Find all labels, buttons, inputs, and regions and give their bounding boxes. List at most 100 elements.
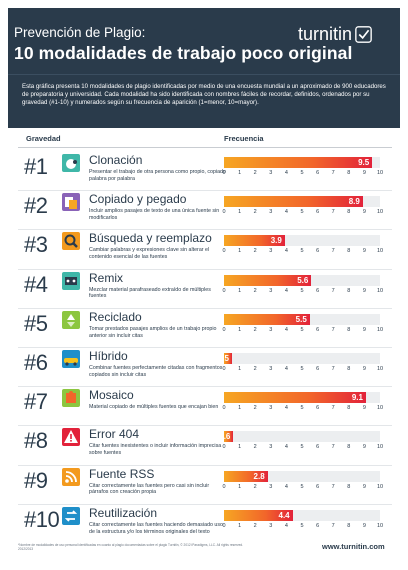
tick-label: 2 [253, 287, 257, 294]
tick-label: 4 [284, 209, 288, 216]
frequency-axis: 0 1 2 3 4 5 6 7 8 9 10 [222, 444, 383, 452]
footer-website-link[interactable]: www.turnitin.com [322, 542, 385, 551]
tick-label: 4 [284, 405, 288, 412]
tick-label: 4 [284, 522, 288, 529]
tick-label: 10 [376, 170, 384, 176]
tick-label: 2 [253, 405, 257, 412]
row-divider [18, 229, 392, 231]
puzzle-icon [62, 389, 80, 408]
tick-label: 7 [331, 405, 335, 412]
frequency-bar-track [224, 509, 380, 521]
tick-label: 5 [300, 248, 304, 255]
frequency-bar-track [224, 353, 380, 364]
tick-label: 1 [238, 287, 242, 294]
tick-label: 1 [238, 248, 242, 255]
tick-label: 7 [331, 209, 335, 216]
frequency-bar-fill: 4.4 [224, 509, 293, 521]
tick-label: 7 [331, 444, 335, 451]
tick-label: 1 [238, 444, 242, 451]
tick-label: 3 [269, 444, 273, 451]
tick-label: 1 [238, 483, 242, 490]
plagiarism-type-title: Fuente RSS [89, 466, 155, 481]
tick-label: 5 [300, 483, 304, 490]
frequency-bar-fill: 9.1 [224, 392, 366, 404]
tick-label: 9 [362, 444, 366, 451]
frequency-axis: 0 1 2 3 4 5 6 7 8 9 10 [222, 248, 383, 256]
severity-rank: #4 [24, 271, 48, 297]
mixer-icon [62, 271, 80, 290]
tick-label: 1 [238, 522, 242, 529]
tick-label: 0 [222, 326, 226, 333]
frequency-bar: 8.9 0 1 2 3 4 5 6 7 8 9 10 [222, 196, 384, 216]
warning-icon [62, 428, 80, 447]
tick-label: 8 [347, 444, 351, 451]
list-item: #9 Fuente RSS Citar correctamente las fu… [18, 466, 392, 505]
tick-label: 0 [222, 522, 226, 529]
tick-label: 10 [376, 209, 384, 216]
tick-label: 2 [253, 248, 257, 255]
tick-label: 9 [362, 326, 366, 333]
plagiarism-type-description: Material copiado de múltiples fuentes qu… [89, 404, 219, 411]
frequency-value: .5 [222, 354, 229, 363]
tick-label: 4 [284, 326, 288, 333]
frequency-value: .6 [223, 432, 231, 442]
tick-label: 3 [269, 366, 273, 372]
tick-label: 8 [347, 366, 351, 372]
frequency-axis: 0 1 2 3 4 5 6 7 8 9 10 [222, 287, 384, 296]
tick-label: 6 [316, 483, 320, 490]
tick-label: 7 [331, 170, 335, 176]
tick-label: 2 [253, 326, 257, 333]
severity-rank: #5 [24, 310, 48, 336]
list-item: #5 Reciclado Tomar prestados pasajes amp… [18, 309, 392, 348]
tick-label: 5 [300, 170, 304, 176]
tick-label: 3 [269, 287, 273, 294]
row-divider [18, 503, 392, 505]
tick-label: 0 [222, 483, 226, 490]
tick-label: 0 [222, 170, 226, 176]
plagiarism-type-title: Híbrido [89, 349, 128, 363]
tick-label: 5 [300, 326, 304, 333]
page-subtitle: Prevención de Plagio: [14, 25, 146, 40]
tick-label: 10 [376, 287, 384, 294]
magnifier-icon [62, 232, 80, 251]
tick-label: 6 [316, 248, 320, 255]
tick-label: 10 [376, 366, 384, 372]
turnitin-logo-icon [355, 26, 372, 43]
tick-label: 9 [362, 405, 366, 412]
clone-sheep-icon [62, 154, 80, 172]
tick-label: 5 [300, 366, 304, 372]
tick-label: 9 [362, 209, 366, 216]
plagiarism-type-description: Citar fuentes inexistentes o incluir inf… [89, 443, 222, 457]
tick-label: 9 [362, 248, 366, 255]
brand-logo[interactable]: turnitin [298, 24, 372, 45]
tick-label: 10 [376, 522, 384, 529]
tick-label: 3 [269, 170, 273, 176]
tick-label: 1 [238, 405, 242, 412]
tick-label: 8 [347, 483, 351, 490]
frequency-value: 2.8 [253, 471, 265, 481]
plagiarism-type-title: Remix [89, 270, 124, 285]
frequency-bar-fill: .6 [223, 431, 234, 443]
row-divider [18, 307, 392, 309]
row-divider [18, 386, 392, 388]
frequency-axis: 0 1 2 3 4 5 6 7 8 9 10 [222, 522, 384, 531]
tick-label: 8 [347, 287, 351, 294]
plagiarism-type-description: Cambiar palabras y expresiones clave sin… [89, 247, 210, 261]
plagiarism-type-description: Citar correctamente las fuentes haciendo… [89, 521, 223, 535]
list-item: #6 Híbrido Combinar fuentes perfectament… [18, 348, 392, 387]
tick-label: 3 [269, 326, 273, 333]
hybrid-car-icon [62, 350, 80, 368]
column-header-severity: Gravedad [26, 134, 61, 143]
frequency-bar: .5 0 1 2 3 4 5 6 7 8 9 10 [222, 353, 384, 374]
frequency-value: 5.5 [295, 314, 307, 324]
tick-label: 7 [331, 522, 335, 529]
tick-label: 4 [284, 366, 288, 372]
frequency-axis: 0 1 2 3 4 5 6 7 8 9 10 [222, 366, 384, 374]
tick-label: 1 [238, 366, 242, 372]
tick-label: 8 [347, 522, 351, 529]
severity-rank: #9 [24, 467, 48, 493]
tick-label: 6 [316, 326, 320, 333]
plagiarism-type-title: Reciclado [89, 309, 142, 324]
frequency-bar-fill: .5 [222, 353, 232, 364]
header-band [8, 8, 400, 74]
